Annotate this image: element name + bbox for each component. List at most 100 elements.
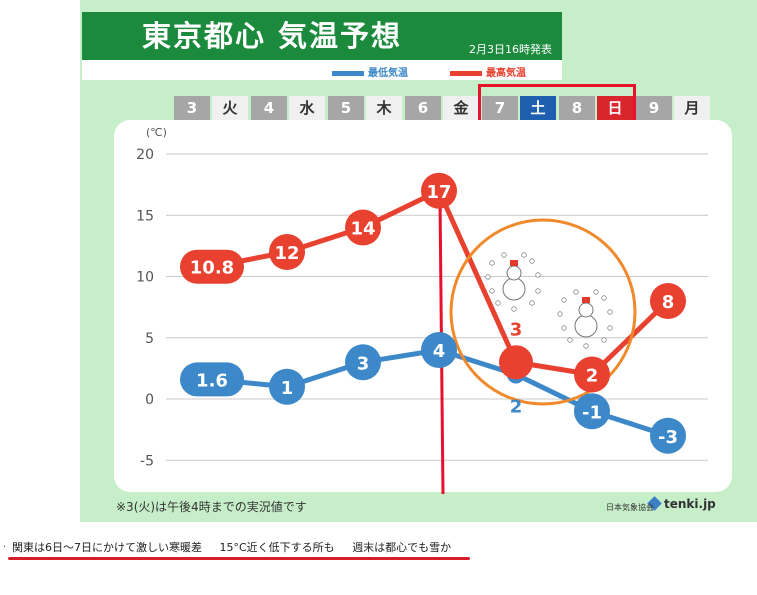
day-name-6: 月: [674, 96, 710, 120]
day-num-4: 7: [482, 96, 518, 120]
snowflake-0-2: [489, 288, 495, 294]
max-label-6: 8: [662, 292, 675, 313]
snowman-body-0: [502, 277, 526, 301]
snowflake-1-3: [567, 337, 573, 343]
snowflake-0-10: [511, 306, 517, 312]
max-label-3: 17: [426, 182, 451, 203]
snowflake-1-5: [607, 309, 613, 315]
min-label-6: -3: [658, 427, 678, 448]
y-tick-3: 5: [145, 331, 154, 347]
day-num-3: 6: [405, 96, 441, 120]
gridlines: [166, 153, 708, 461]
headline[interactable]: 関東は6日〜7日にかけて激しい寒暖差 15°C近く低下する所も 週末は都心でも雪…: [12, 539, 465, 555]
max-dot-2: [345, 209, 381, 246]
snowman-hat-0: [510, 260, 518, 266]
bullet-icon: .: [3, 539, 7, 550]
snowman-head-1: [578, 302, 594, 318]
max-label-4: 3: [510, 319, 523, 340]
min-dot-3: [421, 332, 457, 368]
title-bar: 東京都心 気温予想 2月3日16時発表: [82, 12, 562, 60]
day-name-1: 水: [289, 96, 325, 120]
snowflake-0-1: [485, 274, 491, 280]
y-tick-5: -5: [140, 453, 154, 469]
highlight-circle: [449, 218, 637, 406]
snowflake-0-9: [521, 252, 527, 258]
page-title: 東京都心 気温予想: [141, 19, 403, 53]
day-num-2: 5: [328, 96, 364, 120]
snowflake-0-8: [501, 252, 507, 258]
min-label-4: 2: [510, 397, 523, 418]
series-marks: 1.6 1 3 4 2 -1 -3 10.8 12 14 17 3 2 8: [180, 172, 686, 454]
max-dot-6: [650, 283, 686, 319]
snowflake-1-0: [561, 297, 567, 303]
snowflake-1-8: [573, 289, 579, 295]
max-dot-1: [269, 234, 305, 270]
min-label-0: 1.6: [196, 370, 228, 391]
legend-max: 最高気温: [450, 64, 526, 79]
max-dot-3: [421, 172, 457, 209]
day-num-5: 8: [559, 96, 595, 120]
min-label-5: -1: [582, 402, 602, 423]
snowman-icon-0: [485, 252, 541, 312]
snowman-icon-1: [557, 289, 613, 349]
day-name-5: 日: [597, 96, 633, 120]
min-dot-1: [269, 368, 305, 405]
snowflake-0-7: [529, 300, 535, 306]
min-label-3: 4: [433, 341, 446, 362]
snowflake-1-2: [561, 325, 567, 331]
y-tick-1: 15: [136, 208, 154, 224]
min-dot-2: [345, 344, 381, 381]
snowman-head-0: [506, 265, 522, 281]
max-label-0: 10.8: [190, 258, 234, 279]
y-tick-4: 0: [145, 392, 154, 408]
headline-part-2[interactable]: 15°C近く低下する所も: [219, 541, 335, 554]
y-tick-0: 20: [136, 147, 154, 163]
min-dot-6: [650, 417, 686, 454]
min-label-1: 1: [281, 378, 294, 399]
headline-part-3[interactable]: 週末は都心でも雪か: [352, 541, 452, 554]
min-pill-0: [180, 362, 244, 397]
snowman-body-1: [574, 314, 598, 338]
day-num-6: 9: [636, 96, 672, 120]
max-label-5: 2: [586, 366, 599, 387]
y-tick-2: 10: [136, 270, 154, 286]
snowflake-1-1: [557, 311, 563, 317]
snowflake-0-0: [489, 260, 495, 266]
day-num-1: 4: [251, 96, 287, 120]
y-unit-label: (℃): [146, 126, 167, 139]
day-num-0: 3: [174, 96, 210, 120]
brand: tenki.jp: [664, 497, 716, 511]
y-ticks: 20 15 10 5 0 -5: [136, 147, 154, 469]
legend-min: 最低気温: [332, 64, 408, 79]
day-name-3: 金: [443, 96, 479, 120]
plot-area: [114, 120, 732, 492]
footnote: ※3(火)は午後4時までの実況値です: [116, 500, 307, 514]
snowflake-0-4: [529, 258, 535, 264]
headline-underline: [8, 557, 470, 560]
max-label-2: 14: [350, 219, 375, 240]
snowflake-1-4: [601, 295, 607, 301]
snowflake-1-7: [601, 337, 607, 343]
snowflake-1-10: [583, 343, 589, 349]
max-pill-0: [180, 249, 244, 284]
snowflake-1-9: [593, 289, 599, 295]
max-dot-4: [499, 345, 533, 380]
day-name-4: 土: [520, 96, 556, 120]
max-dot-5: [574, 356, 610, 393]
day-name-0: 火: [212, 96, 248, 120]
credit: 日本気象協会: [606, 503, 654, 512]
headline-part-1[interactable]: 関東は6日〜7日にかけて激しい寒暖差: [12, 541, 202, 554]
day-name-2: 木: [366, 96, 402, 120]
annotations: [438, 199, 637, 495]
min-dot-5: [574, 393, 610, 430]
min-label-2: 3: [357, 353, 370, 374]
snowflake-0-5: [535, 272, 541, 278]
snowflake-0-6: [535, 288, 541, 294]
snowflake-0-3: [495, 300, 501, 306]
legend: 最低気温 最高気温: [82, 60, 562, 80]
max-label-1: 12: [274, 243, 299, 264]
snowflake-1-6: [607, 325, 613, 331]
snowman-hat-1: [582, 297, 590, 303]
issued-time: 2月3日16時発表: [469, 43, 552, 56]
